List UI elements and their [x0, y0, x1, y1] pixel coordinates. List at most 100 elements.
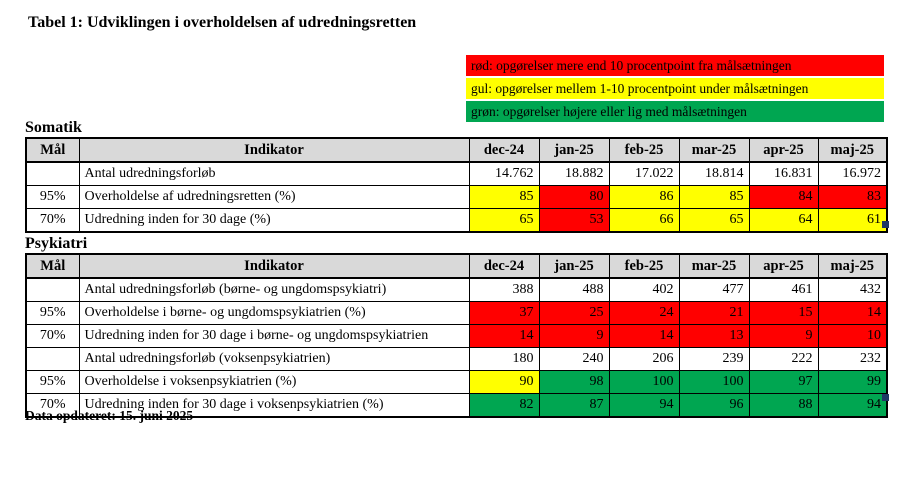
value-cell: 94 — [608, 393, 680, 418]
legend-item-green: grøn: opgørelser højere eller lig med må… — [466, 101, 884, 122]
value-cell: 388 — [468, 277, 540, 302]
value-cell: 13 — [678, 324, 750, 348]
legend-item-red: rød: opgørelser mere end 10 procentpoint… — [466, 55, 884, 76]
column-header-indikator: Indikator — [78, 137, 470, 163]
header-row: Mål Indikator dec-24 jan-25 feb-25 mar-25 apr-… — [25, 137, 888, 163]
value-cell: 17.022 — [608, 161, 680, 186]
value-cell: 84 — [748, 185, 819, 209]
value-cell: 98 — [538, 370, 610, 394]
column-header-feb-25: feb-25 — [608, 253, 680, 279]
target-cell: 70% — [25, 393, 80, 418]
value-cell: 85 — [678, 185, 750, 209]
value-cell: 83 — [817, 185, 888, 209]
table-row: 70% Udredning inden for 30 dage i voksenp… — [25, 393, 888, 418]
section-label-somatik: Somatik — [25, 119, 82, 136]
value-cell: 16.831 — [748, 161, 819, 186]
value-cell: 16.972 — [817, 161, 888, 186]
value-cell: 96 — [678, 393, 750, 418]
table-row: 70% Udredning inden for 30 dage (%) 65 53 66… — [25, 208, 888, 233]
target-cell: 95% — [25, 370, 80, 394]
column-header-jan-25: jan-25 — [538, 137, 610, 163]
column-header-dec-24: dec-24 — [468, 253, 540, 279]
target-cell — [25, 347, 80, 371]
value-cell: 240 — [538, 347, 610, 371]
table-row: 95% Overholdelse i voksenpsykiatrien (%) 9… — [25, 370, 888, 394]
target-cell — [25, 277, 80, 302]
column-header-mar-25: mar-25 — [678, 137, 750, 163]
value-cell: 25 — [538, 301, 610, 325]
selection-handle — [882, 221, 889, 228]
value-cell: 239 — [678, 347, 750, 371]
target-cell — [25, 161, 80, 186]
table-row: Antal udredningsforløb (voksenpsykiatrie… — [25, 347, 888, 371]
table-row: 95% Overholdelse i børne- og ungdomspsyki… — [25, 301, 888, 325]
value-cell: 65 — [468, 208, 540, 233]
column-header-indikator: Indikator — [78, 253, 470, 279]
value-cell: 477 — [678, 277, 750, 302]
value-cell: 9 — [748, 324, 819, 348]
column-header-feb-25: feb-25 — [608, 137, 680, 163]
target-cell: 70% — [25, 208, 80, 233]
value-cell: 180 — [468, 347, 540, 371]
column-header-apr-25: apr-25 — [748, 137, 819, 163]
page-title: Tabel 1: Udviklingen i overholdelsen af … — [28, 14, 417, 31]
column-header-apr-25: apr-25 — [748, 253, 819, 279]
somatik-table: Mål Indikator dec-24 jan-25 feb-25 mar-25 apr-… — [25, 137, 888, 233]
value-cell: 461 — [748, 277, 819, 302]
indicator-cell: Antal udredningsforløb — [78, 161, 470, 186]
value-cell: 85 — [468, 185, 540, 209]
value-cell: 488 — [538, 277, 610, 302]
value-cell: 53 — [538, 208, 610, 233]
column-header-maj-25: maj-25 — [817, 137, 888, 163]
target-cell: 95% — [25, 185, 80, 209]
value-cell: 64 — [748, 208, 819, 233]
target-cell: 70% — [25, 324, 80, 348]
value-cell: 66 — [608, 208, 680, 233]
value-cell: 18.814 — [678, 161, 750, 186]
value-cell: 232 — [817, 347, 888, 371]
value-cell: 9 — [538, 324, 610, 348]
value-cell: 100 — [678, 370, 750, 394]
value-cell: 402 — [608, 277, 680, 302]
column-header-mal: Mål — [25, 137, 80, 163]
data-updated-note: Data opdateret: 15. juni 2025 — [25, 408, 194, 423]
value-cell: 86 — [608, 185, 680, 209]
header-row: Mål Indikator dec-24 jan-25 feb-25 mar-25 apr-… — [25, 253, 888, 279]
value-cell: 222 — [748, 347, 819, 371]
indicator-cell: Udredning inden for 30 dage i voksenpsyk… — [78, 393, 470, 418]
column-header-dec-24: dec-24 — [468, 137, 540, 163]
value-cell: 15 — [748, 301, 819, 325]
value-cell: 21 — [678, 301, 750, 325]
value-cell: 10 — [817, 324, 888, 348]
value-cell: 432 — [817, 277, 888, 302]
value-cell: 14 — [608, 324, 680, 348]
legend-item-yellow: gul: opgørelser mellem 1-10 procentpoint… — [466, 78, 884, 99]
value-cell: 18.882 — [538, 161, 610, 186]
value-cell: 37 — [468, 301, 540, 325]
value-cell: 14 — [468, 324, 540, 348]
value-cell: 14 — [817, 301, 888, 325]
column-header-mar-25: mar-25 — [678, 253, 750, 279]
selection-handle — [882, 394, 889, 401]
table-row: 95% Overholdelse af udredningsretten (%) 8… — [25, 185, 888, 209]
table-row: Antal udredningsforløb (børne- og ungdom… — [25, 277, 888, 302]
value-cell: 24 — [608, 301, 680, 325]
indicator-cell: Antal udredningsforløb (børne- og ungdom… — [78, 277, 470, 302]
legend: rød: opgørelser mere end 10 procentpoint… — [466, 55, 884, 124]
value-cell: 206 — [608, 347, 680, 371]
value-cell: 100 — [608, 370, 680, 394]
indicator-cell: Udredning inden for 30 dage (%) — [78, 208, 470, 233]
psykiatri-table: Mål Indikator dec-24 jan-25 feb-25 mar-25 apr-… — [25, 253, 888, 418]
column-header-mal: Mål — [25, 253, 80, 279]
value-cell: 94 — [817, 393, 888, 418]
value-cell: 61 — [817, 208, 888, 233]
value-cell: 82 — [468, 393, 540, 418]
table-row: 70% Udredning inden for 30 dage i børne- … — [25, 324, 888, 348]
value-cell: 87 — [538, 393, 610, 418]
value-cell: 97 — [748, 370, 819, 394]
target-cell: 95% — [25, 301, 80, 325]
indicator-cell: Overholdelse i børne- og ungdomspsykiatr… — [78, 301, 470, 325]
value-cell: 80 — [538, 185, 610, 209]
value-cell: 14.762 — [468, 161, 540, 186]
indicator-cell: Antal udredningsforløb (voksenpsykiatrie… — [78, 347, 470, 371]
